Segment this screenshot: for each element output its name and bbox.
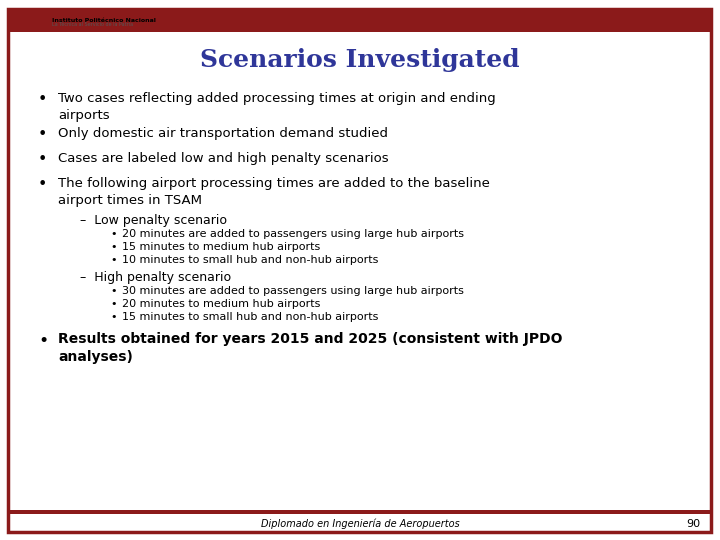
Text: 30 minutes are added to passengers using large hub airports: 30 minutes are added to passengers using… (122, 286, 464, 296)
Text: –  High penalty scenario: – High penalty scenario (80, 271, 231, 284)
Text: Results obtained for years 2015 and 2025 (consistent with JPDO: Results obtained for years 2015 and 2025… (58, 332, 562, 346)
Text: •: • (110, 312, 117, 322)
Text: analyses): analyses) (58, 350, 133, 364)
FancyBboxPatch shape (10, 9, 42, 29)
Text: 15 minutes to small hub and non-hub airports: 15 minutes to small hub and non-hub airp… (122, 312, 379, 322)
FancyBboxPatch shape (8, 9, 711, 532)
Text: 15 minutes to medium hub airports: 15 minutes to medium hub airports (122, 242, 320, 252)
Text: Diplomado en Ingeniería de Aeropuertos: Diplomado en Ingeniería de Aeropuertos (261, 519, 459, 529)
Text: The following airport processing times are added to the baseline: The following airport processing times a… (58, 177, 490, 190)
Text: Cases are labeled low and high penalty scenarios: Cases are labeled low and high penalty s… (58, 152, 389, 165)
Text: •: • (38, 92, 48, 107)
Text: 10 minutes to small hub and non-hub airports: 10 minutes to small hub and non-hub airp… (122, 255, 379, 265)
Text: airport times in TSAM: airport times in TSAM (58, 194, 202, 207)
Text: 20 minutes are added to passengers using large hub airports: 20 minutes are added to passengers using… (122, 229, 464, 239)
Text: –  Low penalty scenario: – Low penalty scenario (80, 214, 227, 227)
FancyBboxPatch shape (8, 8, 711, 32)
Text: La Técnica al Servicio de la Patria: La Técnica al Servicio de la Patria (52, 23, 133, 28)
FancyBboxPatch shape (8, 510, 711, 514)
Text: 90: 90 (686, 519, 700, 529)
Text: 20 minutes to medium hub airports: 20 minutes to medium hub airports (122, 299, 320, 309)
Text: Scenarios Investigated: Scenarios Investigated (200, 48, 520, 72)
Text: •: • (38, 152, 48, 167)
Text: •: • (110, 286, 117, 296)
Text: •: • (38, 332, 48, 350)
Text: Instituto Politécnico Nacional: Instituto Politécnico Nacional (52, 17, 156, 23)
Text: airports: airports (58, 109, 109, 122)
Text: Two cases reflecting added processing times at origin and ending: Two cases reflecting added processing ti… (58, 92, 496, 105)
Text: •: • (110, 229, 117, 239)
Text: •: • (38, 177, 48, 192)
Text: •: • (38, 127, 48, 142)
Text: •: • (110, 242, 117, 252)
Text: Only domestic air transportation demand studied: Only domestic air transportation demand … (58, 127, 388, 140)
Text: •: • (110, 255, 117, 265)
Text: •: • (110, 299, 117, 309)
